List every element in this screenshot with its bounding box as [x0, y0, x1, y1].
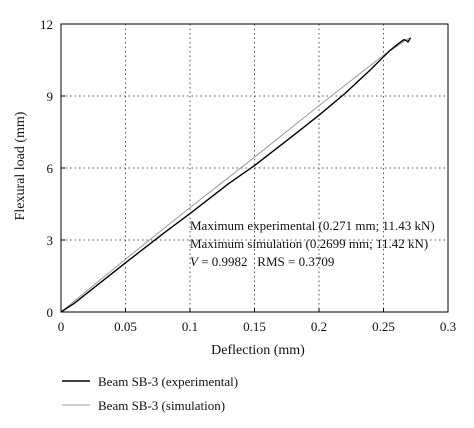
x-tick-label: 0.25 [372, 319, 395, 334]
x-tick-label: 0.2 [311, 319, 327, 334]
tick-labels: 0 0.05 0.1 0.15 0.2 0.25 0.3 0 3 6 9 12 [40, 17, 456, 334]
x-tick-label: 0.05 [114, 319, 137, 334]
x-tick-label: 0.1 [182, 319, 198, 334]
y-axis-label: Flexural load (mm) [13, 111, 28, 220]
x-tick-label: 0 [58, 319, 65, 334]
x-tick-label: 0.3 [440, 319, 456, 334]
y-tick-label: 3 [47, 233, 54, 248]
series-lines [60, 37, 412, 313]
annotation-stats-values: = 0.9982 RMS = 0.3709 [198, 254, 334, 269]
annotation-max-experimental: Maximum experimental (0.271 mm; 11.43 kN… [190, 218, 435, 233]
y-tick-label: 9 [47, 89, 54, 104]
legend-label-experimental: Beam SB-3 (experimental) [98, 374, 238, 389]
y-tick-label: 12 [40, 17, 53, 32]
legend-label-simulation: Beam SB-3 (simulation) [98, 398, 225, 413]
legend: Beam SB-3 (experimental) Beam SB-3 (simu… [62, 374, 238, 413]
series-line-simulation [60, 37, 410, 313]
y-tick-label: 0 [47, 305, 54, 320]
y-tick-label: 6 [47, 161, 54, 176]
annotation-max-simulation: Maximum simulation (0.2699 mm; 11.42 kN) [190, 236, 428, 251]
axis-ticks [60, 23, 449, 313]
grid-lines [61, 24, 448, 312]
x-axis-label: Deflection (mm) [211, 343, 305, 358]
annotation-stats-v: V [190, 254, 200, 269]
x-tick-label: 0.15 [243, 319, 266, 334]
annotation-stats: V = 0.9982 RMS = 0.3709 [190, 254, 334, 269]
series-line-experimental [60, 37, 412, 313]
